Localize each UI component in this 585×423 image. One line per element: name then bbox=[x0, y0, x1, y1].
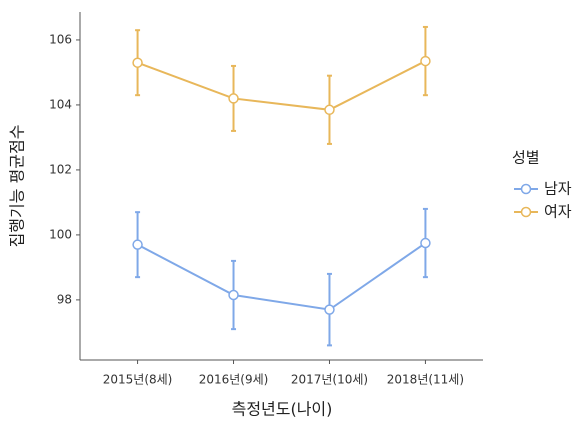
legend-key-point bbox=[520, 183, 532, 195]
y-tick-label: 104 bbox=[49, 97, 72, 111]
series-line bbox=[137, 60, 426, 111]
point bbox=[324, 304, 335, 315]
legend-label: 여자 bbox=[544, 203, 572, 221]
legend-title: 성별 bbox=[512, 149, 540, 167]
y-tick-label: 106 bbox=[49, 32, 72, 46]
legend-key-point bbox=[520, 206, 532, 218]
series-line bbox=[137, 242, 426, 311]
x-tick-label: 2017년(10세) bbox=[291, 373, 368, 387]
legend-label: 남자 bbox=[544, 180, 572, 198]
x-tick-label: 2015년(8세) bbox=[103, 373, 173, 387]
point bbox=[420, 237, 431, 249]
point bbox=[420, 55, 431, 67]
y-tick-label: 100 bbox=[49, 227, 72, 241]
point bbox=[228, 93, 239, 104]
x-tick-label: 2016년(9세) bbox=[199, 373, 269, 387]
y-tick-label: 98 bbox=[57, 292, 72, 306]
point bbox=[132, 239, 143, 250]
point bbox=[228, 289, 239, 301]
point bbox=[324, 104, 335, 116]
x-axis-title: 측정년도(나이) bbox=[232, 400, 333, 419]
y-axis-title: 집행기능 평균점수 bbox=[8, 125, 27, 248]
y-tick-label: 102 bbox=[49, 162, 72, 176]
point bbox=[132, 57, 143, 68]
x-tick-label: 2018년(11세) bbox=[387, 373, 464, 387]
